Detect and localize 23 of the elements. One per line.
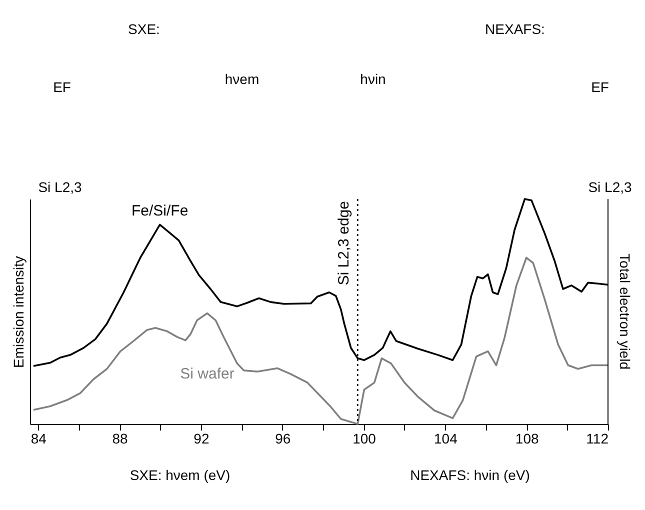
text: EF — [53, 79, 71, 95]
x-tick-label: 96 — [275, 430, 291, 446]
series-label: Si wafer — [180, 365, 234, 382]
ref-line-label: Si L2,3 edge — [336, 201, 353, 286]
series-label: Fe/Si/Fe — [132, 202, 188, 220]
text: hνem — [224, 71, 260, 87]
y-axis-title: Emission intensity — [10, 256, 26, 368]
text: EF — [591, 79, 609, 95]
text: NEXAFS: hνin (eV) — [410, 467, 530, 483]
text: NEXAFS: — [485, 21, 545, 37]
x-tick-label: 84 — [30, 430, 47, 446]
x-tick-label: 88 — [112, 430, 128, 446]
text: hνin — [360, 71, 386, 87]
text: SXE: hνem (eV) — [130, 467, 230, 483]
x-tick-label: 104 — [434, 430, 458, 446]
x-tick-label: 108 — [515, 430, 539, 446]
x-tick-label: 112 — [586, 430, 609, 446]
x-tick-label: 100 — [352, 430, 376, 446]
text: Si L2,3 — [588, 179, 632, 195]
text: SXE: — [128, 21, 160, 37]
text: Si L2,3 — [38, 179, 82, 195]
y2-axis-title: Total electron yield — [617, 254, 633, 370]
x-tick-label: 92 — [194, 430, 210, 446]
